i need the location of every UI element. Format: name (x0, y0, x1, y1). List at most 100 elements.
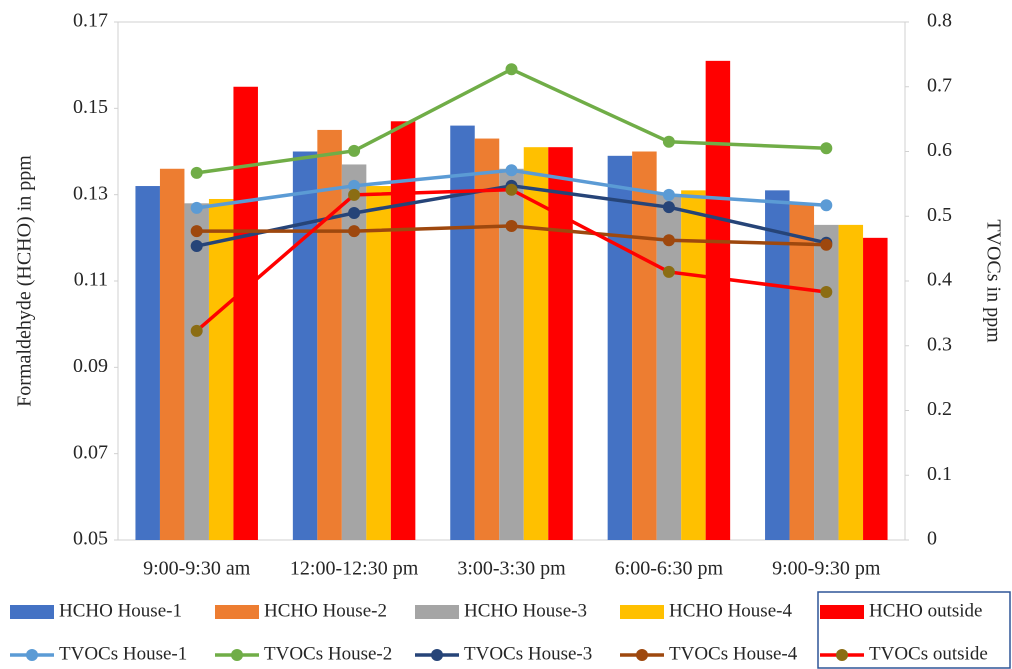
legend-item: TVOCs House-2 (215, 643, 392, 664)
legend-swatch (620, 605, 664, 619)
legend-item: HCHO House-1 (10, 600, 182, 621)
bar (135, 186, 160, 541)
marker (820, 286, 833, 299)
marker (662, 234, 675, 247)
y-tick-label: 0.05 (73, 528, 108, 550)
marker (190, 225, 203, 238)
y2-tick-label: 0.4 (927, 269, 952, 291)
marker (348, 207, 361, 220)
y-tick-label: 0.13 (73, 182, 108, 204)
bar (548, 147, 573, 540)
legend-item: HCHO House-4 (620, 600, 792, 621)
legend-item: TVOCs House-4 (620, 643, 798, 664)
legend-label: TVOCs outside (869, 643, 988, 664)
bar (450, 125, 475, 540)
bar (814, 224, 839, 540)
marker (505, 219, 518, 232)
legend-swatch (215, 605, 259, 619)
legend-label: TVOCs House-3 (464, 643, 592, 664)
bar (681, 190, 706, 540)
x-tick-label: 9:00-9:30 am (143, 558, 251, 580)
marker (348, 179, 361, 192)
legend-marker (231, 649, 243, 661)
y-tick-label: 0.11 (74, 269, 108, 291)
marker (820, 142, 833, 155)
y2-tick-label: 0.3 (927, 333, 952, 355)
legend-label: TVOCs House-4 (669, 643, 798, 664)
bar (632, 151, 657, 540)
marker (190, 324, 203, 337)
legend-marker (26, 649, 38, 661)
legend-item: TVOCs House-3 (415, 643, 592, 664)
y2-tick-label: 0.6 (927, 139, 952, 161)
marker (505, 63, 518, 76)
marker (820, 199, 833, 212)
bar (233, 86, 258, 540)
y2-tick-label: 0.1 (927, 463, 952, 485)
marker (190, 201, 203, 214)
bar (317, 129, 342, 540)
legend-swatch (820, 605, 864, 619)
y2-tick-label: 0.5 (927, 204, 952, 226)
bar (838, 224, 864, 540)
legend-item: TVOCs outside (820, 643, 988, 664)
legend-item: HCHO House-3 (415, 600, 587, 621)
legend-swatch (415, 605, 459, 619)
legend-highlight-box (817, 591, 1011, 669)
bar (765, 190, 790, 540)
bar (292, 151, 318, 540)
marker (820, 238, 833, 251)
legend-label: HCHO House-2 (264, 600, 387, 621)
y-tick-label: 0.17 (73, 10, 108, 32)
bar (390, 121, 416, 541)
bar (208, 198, 234, 540)
y2-axis-title: TVOCs in ppm (982, 219, 1004, 343)
bar (523, 147, 549, 540)
marker (348, 225, 361, 238)
marker (348, 144, 361, 157)
legend-item: TVOCs House-1 (10, 643, 187, 664)
legend-label: TVOCs House-1 (59, 643, 187, 664)
y2-tick-label: 0.8 (927, 10, 952, 32)
y-tick-label: 0.15 (73, 96, 108, 118)
legend-marker (431, 649, 443, 661)
legend-label: HCHO House-4 (669, 600, 792, 621)
bar (863, 237, 888, 541)
bar (789, 203, 815, 541)
x-tick-label: 12:00-12:30 pm (290, 558, 419, 580)
x-tick-label: 3:00-3:30 pm (457, 558, 566, 580)
x-tick-label: 6:00-6:30 pm (615, 558, 724, 580)
bar (184, 203, 209, 541)
line (196, 67, 827, 175)
marker (662, 188, 675, 201)
marker (662, 135, 675, 148)
y2-tick-label: 0 (927, 528, 937, 550)
marker (662, 265, 675, 278)
legend-label: TVOCs House-2 (264, 643, 392, 664)
bar (159, 168, 185, 540)
legend-marker (636, 649, 648, 661)
y2-tick-label: 0.7 (927, 74, 952, 96)
y-tick-label: 0.07 (73, 441, 108, 463)
legend-item: HCHO House-2 (215, 600, 387, 621)
y2-tick-label: 0.2 (927, 398, 952, 420)
marker (662, 201, 675, 214)
y-tick-label: 0.09 (73, 355, 108, 377)
bar (366, 186, 391, 541)
x-tick-label: 9:00-9:30 pm (772, 558, 881, 580)
legend-item: HCHO outside (820, 600, 982, 621)
marker (505, 164, 518, 177)
marker (348, 188, 361, 201)
legend-marker (836, 649, 848, 661)
marker (190, 240, 203, 253)
marker (190, 166, 203, 179)
bar (656, 194, 682, 540)
y-axis-title: Formaldehyde (HCHO) in ppm (14, 155, 36, 407)
marker (505, 183, 518, 196)
legend-label: HCHO House-3 (464, 600, 587, 621)
legend-label: HCHO outside (869, 600, 982, 621)
legend-swatch (10, 605, 54, 619)
bar (341, 164, 367, 540)
bar (705, 60, 731, 540)
